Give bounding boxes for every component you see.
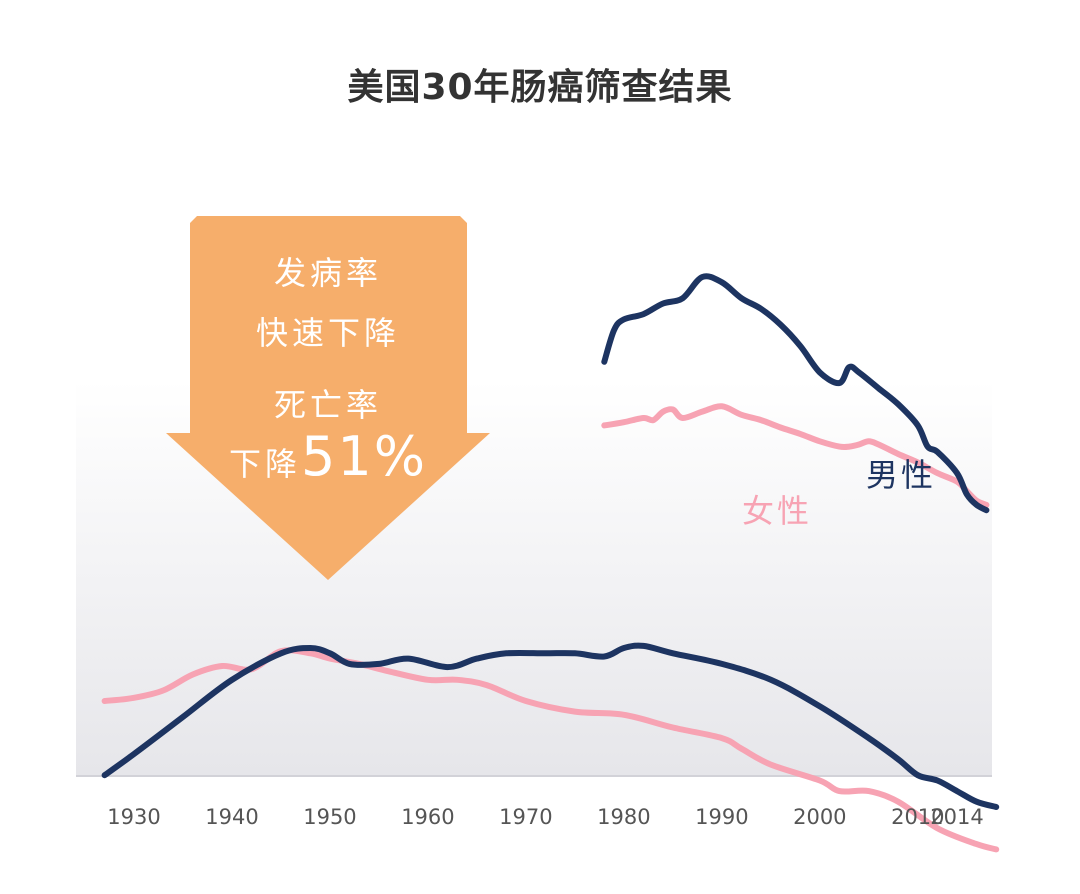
x-tick-label-2000: 2000 xyxy=(793,805,846,829)
x-tick-label-1960: 1960 xyxy=(401,805,454,829)
x-tick-label-1940: 1940 xyxy=(205,805,258,829)
female-mortality-line xyxy=(101,647,1000,853)
callout-mortality-line2: 下降51% xyxy=(160,425,496,488)
down-arrow-shape xyxy=(166,216,490,580)
callout-mortality-line1: 死亡率 xyxy=(273,386,382,424)
x-tick-label-1930: 1930 xyxy=(107,805,160,829)
callout-mortality-prefix: 下降 xyxy=(228,445,301,483)
male-incidence-line xyxy=(601,273,990,514)
x-tick-label-1990: 1990 xyxy=(695,805,748,829)
male-mortality-line xyxy=(101,642,1000,810)
female-series-label: 女性 xyxy=(742,492,812,530)
series-layer xyxy=(101,273,1000,853)
female-incidence-line xyxy=(601,403,990,508)
callout-incidence-line2: 快速下降 xyxy=(255,314,400,352)
male-series-label: 男性 xyxy=(866,456,936,494)
x-tick-label-2010: 2010 xyxy=(891,805,944,829)
x-tick-label-1970: 1970 xyxy=(499,805,552,829)
x-tick-label-1950: 1950 xyxy=(303,805,356,829)
chart-title: 美国30年肠癌筛查结果 xyxy=(347,67,733,108)
x-tick-label-1980: 1980 xyxy=(597,805,650,829)
x-tick-label-2014: 2014 xyxy=(930,805,983,829)
callout-incidence-line1: 发病率 xyxy=(273,254,382,292)
callout-mortality-value: 51% xyxy=(300,425,428,488)
